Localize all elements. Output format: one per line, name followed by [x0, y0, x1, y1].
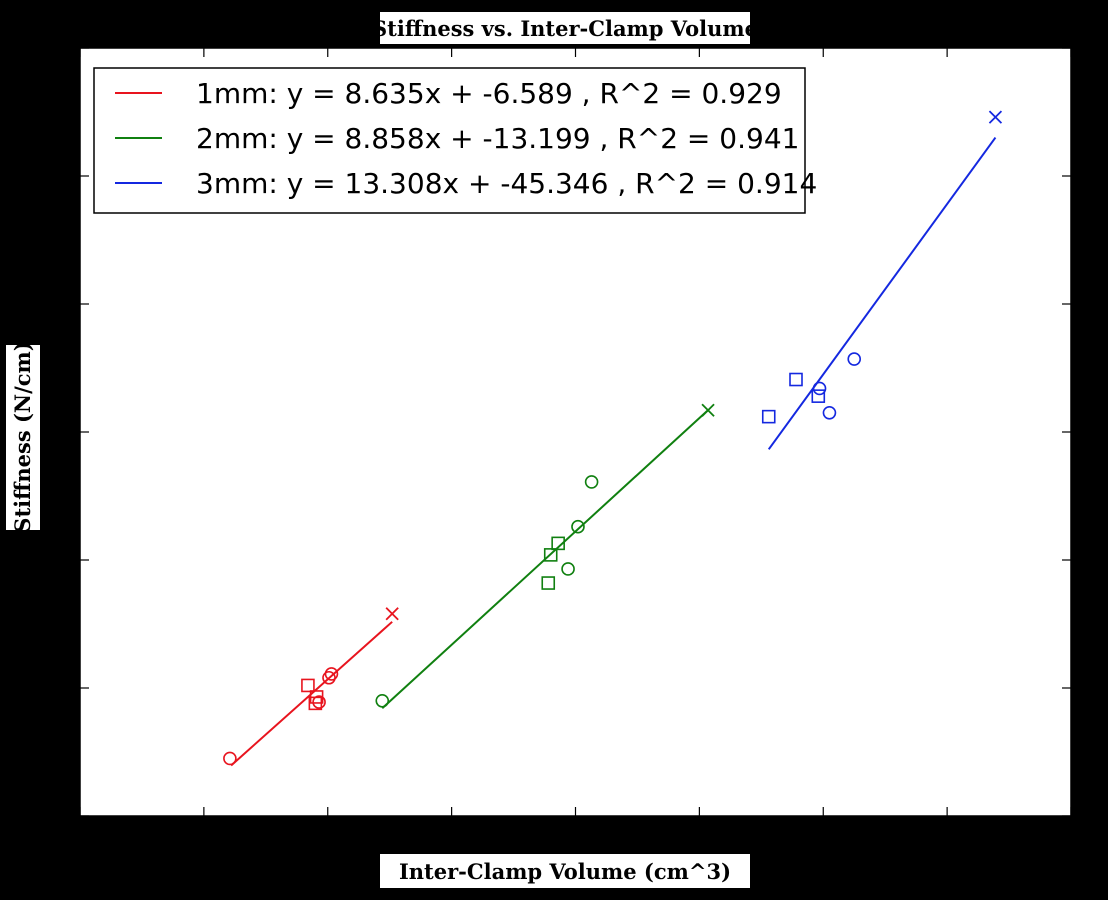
- legend-entries: 1mm: y = 8.635x + -6.589 , R^2 = 0.929 2m…: [115, 77, 817, 200]
- x-tick-label: 5: [692, 827, 706, 852]
- data-point-circle: [312, 695, 326, 709]
- data-point-x: [988, 110, 1003, 124]
- data-point-square: [789, 372, 803, 387]
- y-tick-label: 10: [44, 677, 72, 702]
- x-tick-label: 6: [816, 827, 830, 852]
- legend-label: 2mm: y = 8.858x + -13.199 , R^2 = 0.941: [196, 122, 799, 155]
- x-axis-label: Inter-Clamp Volume (cm^3): [399, 859, 731, 884]
- x-tick-label: 2: [321, 827, 335, 852]
- data-point-square: [761, 409, 776, 424]
- x-axis-ticks: 0 1 2 3 4 5 6 7 8: [73, 48, 1078, 852]
- legend-label: 3mm: y = 13.308x + -45.346 , R^2 = 0.914: [196, 167, 817, 200]
- data-point-circle: [847, 352, 862, 366]
- y-tick-label: 30: [44, 421, 72, 446]
- y-axis-label: Stiffness (N/cm): [10, 341, 35, 532]
- x-tick-label: 3: [445, 827, 459, 852]
- fit-line: [767, 137, 997, 450]
- x-tick-label: 8: [1064, 827, 1078, 852]
- data-point-circle: [223, 751, 237, 766]
- data-point-square: [811, 389, 826, 403]
- data-point-circle: [822, 405, 837, 420]
- data-point-square: [543, 548, 558, 562]
- title-background: [380, 12, 750, 44]
- data-point-circle: [571, 519, 585, 534]
- legend-label: 1mm: y = 8.635x + -6.589 , R^2 = 0.929: [196, 77, 782, 110]
- y-tick-label: 40: [44, 293, 72, 318]
- x-tick-label: 1: [197, 827, 211, 852]
- data-point-circle: [375, 693, 390, 708]
- x-tick-label: 0: [73, 827, 87, 852]
- x-tick-label: 4: [569, 827, 583, 852]
- y-tick-label: 0: [58, 805, 72, 830]
- data-point-circle: [324, 667, 339, 681]
- data-point-circle: [812, 381, 827, 396]
- data-point-circle: [561, 562, 575, 576]
- data-point-square: [301, 678, 315, 693]
- y-axis-label-background: [6, 345, 40, 530]
- data-point-x: [701, 403, 715, 417]
- legend-box: [93, 67, 806, 214]
- data-markers: [223, 110, 1003, 766]
- data-point-square: [551, 536, 565, 551]
- x-tick-label: 7: [940, 827, 954, 852]
- y-tick-label: 20: [44, 549, 72, 574]
- data-point-square: [541, 576, 556, 590]
- data-point-x: [385, 607, 399, 621]
- y-tick-label: 50: [44, 165, 72, 190]
- x-axis-label-background: [380, 854, 750, 888]
- data-point-circle: [584, 475, 599, 489]
- legend: 1mm: y = 8.635x + -6.589 , R^2 = 0.929 2m…: [93, 67, 817, 214]
- fit-line: [230, 621, 393, 767]
- y-axis-ticks: 0 10 20 30 40 50 60: [44, 37, 1071, 830]
- y-tick-label: 60: [44, 37, 72, 62]
- chart-title: Stiffness vs. Inter-Clamp Volume: [372, 16, 758, 41]
